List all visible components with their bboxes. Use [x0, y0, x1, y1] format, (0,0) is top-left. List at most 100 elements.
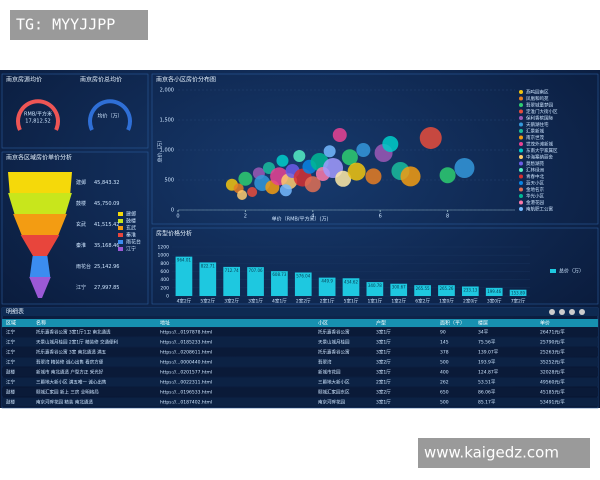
cell: 颐城汇家园 新上 三房 全明格局 — [36, 389, 99, 396]
legend-dot — [519, 194, 523, 198]
x-tick-label: 1室1厅 — [367, 298, 382, 305]
bar — [414, 285, 431, 296]
cell: 南京河畔花园 精装 南北通透 — [36, 399, 93, 406]
legend-label: 翡翠城童梦园 — [526, 102, 553, 109]
funnel-layer — [29, 256, 51, 277]
bar — [485, 287, 503, 296]
legend-label: 凤凰和鸣苑 — [526, 95, 549, 102]
bar — [223, 266, 241, 296]
legend-label: 燕鸣园南区 — [526, 89, 549, 96]
bar-value: 265.55 — [416, 286, 430, 291]
bar — [271, 271, 288, 296]
bubble — [356, 143, 371, 157]
legend-label: 华光小区 — [526, 193, 544, 200]
funnel-category: 建邺 — [76, 179, 86, 186]
cell: 鼓楼 — [6, 389, 15, 396]
funnel-category: 雨花台 — [76, 263, 91, 270]
funnel-layer — [13, 214, 67, 235]
legend-dot — [519, 174, 523, 179]
legend-dot — [519, 161, 523, 166]
column-header: 名称 — [36, 320, 46, 327]
column-header: 面积（平） — [440, 320, 465, 327]
legend-swatch — [550, 269, 556, 273]
legend-dot — [519, 200, 523, 205]
cell: 75.56平 — [478, 340, 496, 346]
x-axis-label: 单价（RMB/平方米）(万) — [272, 216, 329, 223]
x-tick-label: 5室2厅 — [200, 298, 215, 305]
cell: 49560元/平 — [540, 380, 565, 386]
y-axis-label: 总价（万） — [157, 137, 164, 162]
bar — [175, 256, 193, 296]
cell: 江宁 — [6, 359, 15, 366]
watermark-box — [418, 438, 590, 468]
cell: 鼓楼 — [6, 369, 15, 376]
y-tick-label: 1000 — [158, 253, 170, 259]
y-tick-label: 800 — [160, 261, 169, 267]
cell: 天景山城月桂园 2室1厅 精装修 交通便利 — [36, 339, 119, 346]
cell: https://...0208611.html — [160, 350, 212, 356]
cell: 南京河畔花园 — [318, 399, 345, 406]
legend-label: 总价（万） — [559, 268, 584, 275]
panel-title: 南京各小区房价分布图 — [156, 76, 216, 84]
gauge-unit: 均价（万） — [97, 113, 122, 120]
funnel-category: 玄武 — [76, 221, 86, 228]
legend-label: 秦淮 — [126, 232, 136, 239]
column-header: 单价 — [540, 320, 550, 327]
bubble — [237, 190, 248, 200]
cell: 翡翠湾 — [318, 359, 332, 366]
bar — [318, 277, 336, 296]
legend-swatch — [118, 219, 123, 223]
y-tick-label: 0 — [166, 294, 169, 300]
bar-value: 265.26 — [439, 286, 453, 291]
cell: 3室1厅 — [376, 329, 391, 336]
legend-label: 莫愁湖苑 — [526, 160, 544, 167]
gauge-value: 17,812.52 — [25, 119, 50, 125]
cell: https://...0196533.html — [160, 390, 212, 396]
funnel-category: 鼓楼 — [76, 200, 86, 207]
legend-label: 金地名京 — [526, 186, 544, 193]
gauge-title: 南京房价总均价 — [80, 76, 122, 84]
cell: 124.87平 — [478, 370, 499, 376]
bar-value: 233.13 — [463, 287, 477, 292]
legend-dot — [519, 187, 523, 192]
cell: 85.17平 — [478, 400, 496, 406]
funnel-layer — [8, 172, 72, 193]
table-icons[interactable] — [549, 309, 585, 315]
funnel-layer — [8, 193, 72, 214]
cell: 托乐嘉香谷公寓 3室1厅1卫 南北通透 — [36, 329, 111, 336]
funnel-value: 41,515.42 — [94, 222, 119, 228]
cell: 139.07平 — [478, 350, 499, 356]
bar-value: 300.67 — [392, 285, 406, 290]
x-tick-label: 3室1厅 — [248, 298, 263, 305]
bubble — [382, 136, 399, 152]
watermark: www.kaigedz.com — [424, 444, 559, 462]
funnel-layer — [20, 235, 60, 256]
bar — [366, 282, 384, 296]
cell: https://...0000440.html — [160, 360, 212, 366]
cell: 500 — [440, 400, 449, 406]
cell: https://...0022311.html — [160, 380, 212, 386]
bar — [438, 285, 455, 296]
funnel-value: 45,750.09 — [94, 201, 119, 207]
column-header: 地址 — [160, 320, 170, 327]
cell: 新城市 南北通透 户型方正 采光好 — [36, 369, 104, 376]
bar — [342, 278, 360, 296]
cell: 378 — [440, 350, 449, 356]
bubble — [439, 167, 456, 184]
cell: 托乐嘉香谷公寓 3室 南北通透 满五 — [36, 349, 107, 356]
x-tick-label: 2室1厅 — [320, 298, 335, 305]
legend-label: 江宁 — [126, 246, 136, 253]
y-tick-label: 1,000 — [160, 148, 174, 154]
bubble — [279, 184, 292, 197]
bar-value: 199.46 — [487, 289, 501, 294]
bubble — [323, 145, 336, 158]
funnel-value: 35,168.46 — [94, 243, 119, 249]
legend-label: 蓝天小区 — [526, 180, 544, 187]
legend-label: 中海塞纳丽舍 — [526, 154, 553, 161]
x-tick-label: 2室2厅 — [296, 298, 311, 305]
funnel-value: 45,843.32 — [94, 180, 119, 186]
bar-value: 449.9 — [321, 279, 333, 284]
y-tick-label: 1,500 — [160, 118, 174, 124]
legend-dot — [519, 116, 523, 120]
legend-label: 世茂外滩新城 — [526, 141, 553, 148]
